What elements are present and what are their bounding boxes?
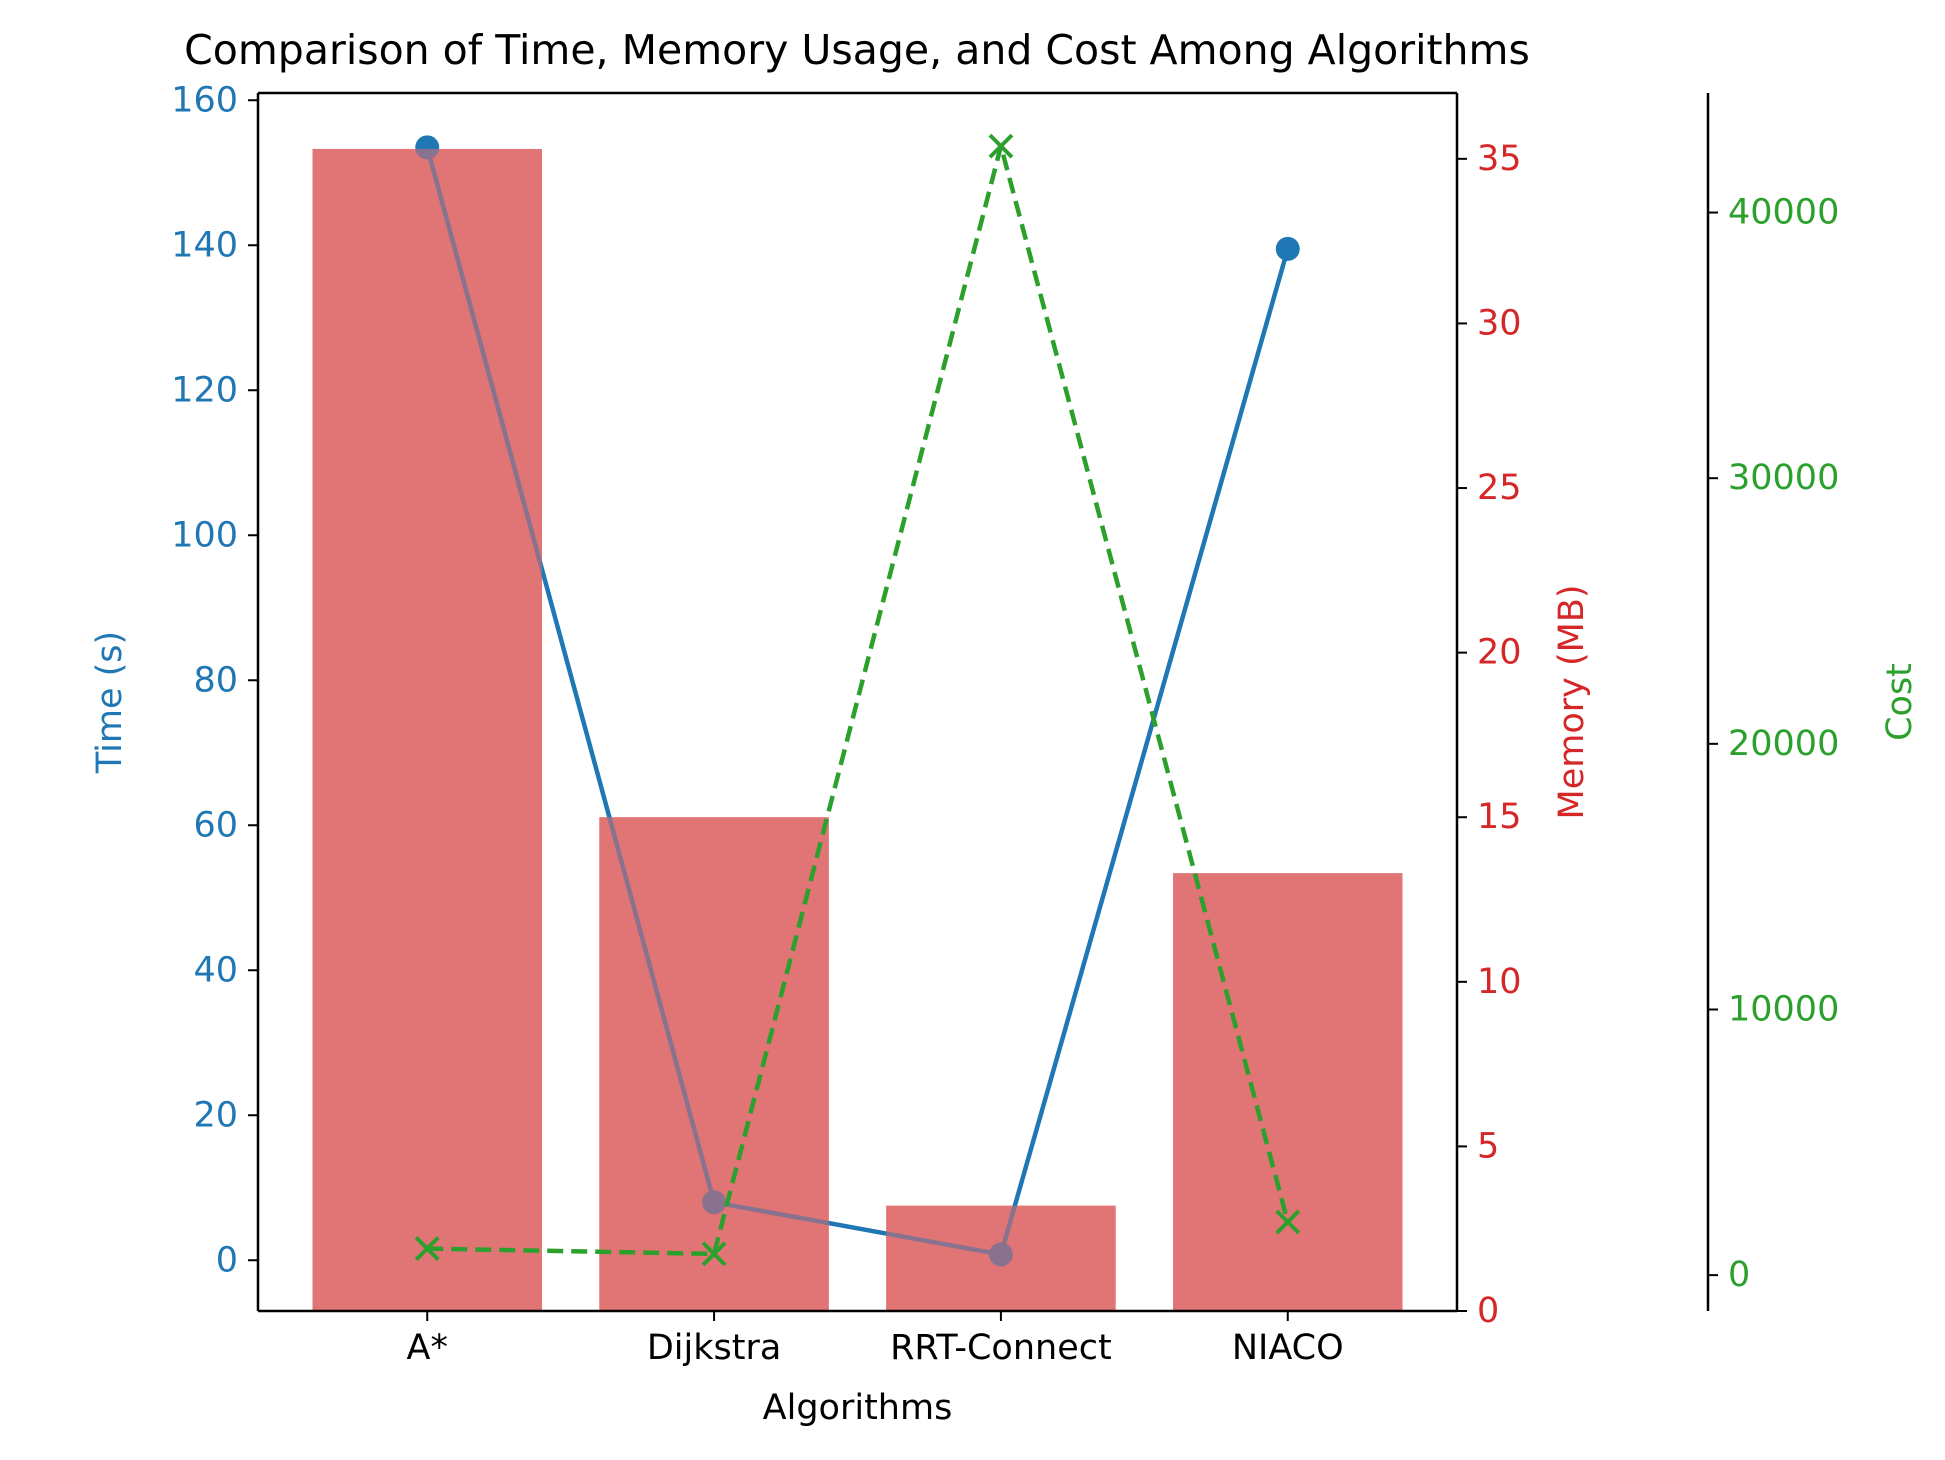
cost-tick-label: 30000 <box>1728 458 1839 498</box>
time-tick-label: 20 <box>193 1095 238 1135</box>
memory-tick-label: 5 <box>1477 1126 1499 1166</box>
cost-tick-label: 40000 <box>1728 193 1839 233</box>
memory-tick-label: 30 <box>1477 303 1522 343</box>
memory-tick-label: 10 <box>1477 962 1522 1002</box>
memory-tick-label: 35 <box>1477 139 1522 179</box>
time-point <box>1275 236 1300 261</box>
chart-title: Comparison of Time, Memory Usage, and Co… <box>184 26 1530 74</box>
memory-bar-overlay <box>886 1205 1116 1311</box>
x-axis-label: Algorithms <box>763 1388 953 1428</box>
x-tick-label: NIACO <box>1232 1328 1344 1368</box>
time-tick-label: 40 <box>193 950 238 990</box>
cost-tick-label: 0 <box>1728 1255 1750 1295</box>
cost-tick-label: 10000 <box>1728 989 1839 1029</box>
memory-tick-label: 15 <box>1477 797 1522 837</box>
memory-tick-label: 20 <box>1477 633 1522 673</box>
x-tick-label: Dijkstra <box>647 1328 781 1368</box>
memory-tick-label: 25 <box>1477 468 1522 508</box>
memory-axis-label: Memory (MB) <box>1552 585 1592 820</box>
memory-tick-label: 0 <box>1477 1291 1499 1331</box>
time-axis-label: Time (s) <box>90 631 130 774</box>
time-tick-label: 80 <box>193 660 238 700</box>
time-tick-label: 160 <box>171 80 238 120</box>
x-tick-label: RRT-Connect <box>890 1328 1112 1368</box>
cost-tick-label: 20000 <box>1728 724 1839 764</box>
cost-axis-label: Cost <box>1880 663 1920 741</box>
cost-point <box>414 1236 440 1261</box>
time-tick-label: 120 <box>171 370 238 410</box>
time-tick-label: 0 <box>216 1240 238 1280</box>
x-tick-label: A* <box>407 1328 448 1368</box>
memory-bar-overlay <box>1173 873 1403 1311</box>
cost-point <box>988 133 1014 159</box>
time-tick-label: 60 <box>193 805 238 845</box>
time-line <box>424 145 1291 1257</box>
time-tick-label: 140 <box>171 225 238 265</box>
memory-bar-overlay <box>312 148 542 1311</box>
cost-point <box>1275 1209 1301 1235</box>
memory-bar-overlay <box>599 817 829 1311</box>
time-tick-label: 100 <box>171 515 238 555</box>
cost-point <box>701 1241 727 1267</box>
